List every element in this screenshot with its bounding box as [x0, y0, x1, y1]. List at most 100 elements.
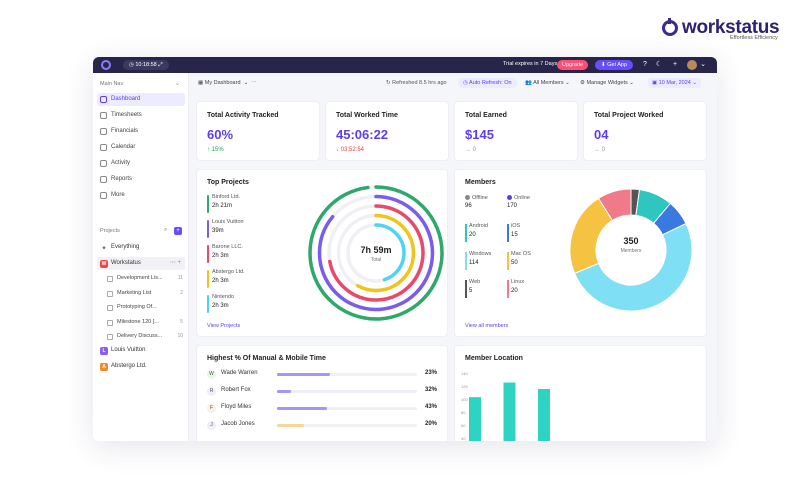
sidebar-item-calendar[interactable]: Calendar: [97, 141, 185, 154]
sidebar-item-label: Timesheets: [111, 112, 142, 118]
project-legend-item[interactable]: Barone LLC. 2h 3m: [207, 244, 287, 264]
members-filter[interactable]: 👥 All Members ⌄: [525, 80, 570, 86]
top-bar: ◷ 10:18:58 ⤢ Trial expires in 7 Days Upg…: [93, 57, 717, 73]
user-avatar[interactable]: [687, 60, 697, 70]
kpi-value: 04: [594, 127, 609, 142]
project-time: 2h 3m: [212, 278, 229, 284]
project-legend-item[interactable]: Nintendo 2h 3m: [207, 294, 287, 314]
timer-widget[interactable]: ◷ 10:18:58 ⤢: [123, 60, 169, 70]
location-bar[interactable]: [503, 382, 516, 441]
add-icon[interactable]: +: [672, 61, 678, 68]
project-item[interactable]: L Louis Vuitton: [97, 344, 185, 357]
offline-label: Offline: [472, 195, 488, 201]
sidebar-item-timesheets[interactable]: Timesheets: [97, 109, 185, 122]
more-options-icon[interactable]: ⋯ +: [169, 260, 181, 266]
sidebar-item-activity[interactable]: Activity: [97, 157, 185, 170]
auto-refresh-toggle[interactable]: ◷ Auto Refresh: On: [458, 78, 517, 88]
ring-segment[interactable]: [308, 185, 444, 321]
list-icon: [107, 319, 113, 326]
platform-stat: Android 20: [465, 223, 505, 243]
location-bar[interactable]: [469, 397, 481, 441]
view-all-members-link[interactable]: View all members: [465, 323, 509, 329]
help-icon[interactable]: ?: [643, 61, 647, 68]
view-projects-link[interactable]: View Projects: [207, 323, 241, 329]
project-item[interactable]: A Abstergo Ltd.: [97, 360, 185, 373]
list-item-count: 2: [180, 289, 183, 296]
member-name: Floyd Miles: [221, 404, 252, 410]
project-name: Barone LLC.: [212, 244, 243, 250]
member-row[interactable]: W Wade Warren 23%: [207, 369, 447, 381]
trial-notice: Trial expires in 7 Days: [503, 61, 558, 67]
project-item[interactable]: W Workstatus ⋯ +: [97, 257, 185, 270]
project-list-item[interactable]: Delivery Discuss... 10: [107, 330, 185, 343]
ring-center-value: 7h 59m: [360, 245, 392, 255]
kpi-title: Total Earned: [465, 112, 507, 119]
add-project-button[interactable]: +: [174, 227, 182, 235]
project-list-item[interactable]: Development Lis... 11: [107, 272, 185, 285]
dark-mode-icon[interactable]: ☾: [655, 61, 663, 68]
sidebar-item-more[interactable]: More: [97, 189, 185, 202]
sidebar-item-label: More: [111, 192, 125, 198]
list-item-label: Development Lis...: [117, 275, 163, 281]
ring-segment[interactable]: [327, 204, 425, 302]
progress-track: [277, 424, 417, 427]
platform-stat: Windows 114: [465, 251, 505, 271]
offline-value: 96: [465, 203, 472, 209]
main-content: ▦ My Dashboard ⌄ ⋯ ↻ Refreshed 8.5 hrs a…: [190, 73, 717, 441]
sidebar-item-reports[interactable]: Reports: [97, 173, 185, 186]
legend-color-bar: [207, 195, 209, 213]
platform-name: Android: [469, 223, 488, 229]
project-list-item[interactable]: Milestone 120 [... 5: [107, 316, 185, 329]
sidebar-item-financials[interactable]: Financials: [97, 125, 185, 138]
manage-widgets-label: Manage Widgets: [586, 80, 628, 86]
y-tick-label: 100: [461, 397, 468, 402]
location-bar[interactable]: [538, 388, 550, 441]
project-legend-item[interactable]: Louis Vuitton 39m: [207, 219, 287, 239]
kpi-card-worked-time[interactable]: Total Worked Time 45:06:22 ↓ 03:52:54: [325, 101, 449, 161]
manage-widgets-button[interactable]: ⚙ Manage Widgets ⌄: [580, 80, 634, 86]
kpi-card-earned[interactable]: Total Earned $145 → 0: [454, 101, 578, 161]
project-legend-item[interactable]: Binford Ltd. 2h 21m: [207, 194, 287, 214]
avatar: R: [207, 387, 216, 396]
project-list-item[interactable]: Marketing List 2: [107, 287, 185, 300]
donut-slice-linux[interactable]: [597, 188, 632, 222]
kpi-card-activity[interactable]: Total Activity Tracked 60% ↑ 15%: [196, 101, 320, 161]
project-name: Louis Vuitton: [212, 219, 244, 225]
members-card: Members Offline 96 Online 170 Android 20 i…: [454, 169, 707, 337]
list-item-label: Marketing List: [117, 289, 152, 296]
member-row[interactable]: F Floyd Miles 43%: [207, 403, 447, 415]
chevron-down-icon[interactable]: ⌄: [700, 61, 706, 68]
upgrade-button[interactable]: Upgrade: [557, 60, 589, 70]
sidebar: Main Nav ⌄ Dashboard Timesheets Financials…: [93, 73, 189, 441]
date-label: 10 Mar, 2024: [658, 80, 691, 86]
ring-segment[interactable]: [336, 213, 416, 293]
calendar-icon: [100, 144, 107, 151]
members-total-label: Members: [620, 248, 642, 254]
sidebar-item-label: Financials: [111, 128, 139, 134]
list-item-label: Prototyping Of...: [117, 304, 157, 310]
member-row[interactable]: R Robert Fox 32%: [207, 386, 447, 398]
chevron-down-icon[interactable]: ⌄: [175, 81, 181, 87]
search-icon[interactable]: ⌕: [164, 227, 168, 233]
kpi-card-projects[interactable]: Total Project Worked 04 → 0: [583, 101, 707, 161]
app-logo-icon[interactable]: [101, 60, 111, 70]
ring-segment[interactable]: [346, 223, 406, 283]
more-icon: [100, 192, 107, 199]
platform-name: Linux: [511, 279, 525, 285]
project-legend-item[interactable]: Abstergo Ltd. 2h 3m: [207, 269, 287, 289]
kpi-value: 45:06:22: [336, 127, 389, 142]
sidebar-item-everything[interactable]: ⚹ Everything: [97, 241, 185, 254]
sidebar-item-dashboard[interactable]: Dashboard: [97, 93, 185, 106]
kpi-title: Total Activity Tracked: [207, 112, 279, 119]
date-picker[interactable]: ▣ 10 Mar, 2024 ⌄: [648, 78, 701, 88]
project-list-item[interactable]: Prototyping Of...: [107, 301, 185, 314]
donut-slice-windows[interactable]: [573, 222, 693, 312]
member-row[interactable]: J Jacob Jones 20%: [207, 420, 447, 432]
dashboard-selector[interactable]: ▦ My Dashboard ⌄ ⋯: [198, 80, 257, 86]
ring-segment[interactable]: [317, 194, 435, 312]
sidebar-item-label: Everything: [111, 244, 140, 250]
card-title: Highest % Of Manual & Mobile Time: [207, 355, 326, 362]
get-app-button[interactable]: ⬇ Get App: [595, 60, 634, 70]
platform-value: 20: [469, 232, 476, 238]
refresh-status[interactable]: ↻ Refreshed 8.5 hrs ago: [386, 80, 447, 86]
